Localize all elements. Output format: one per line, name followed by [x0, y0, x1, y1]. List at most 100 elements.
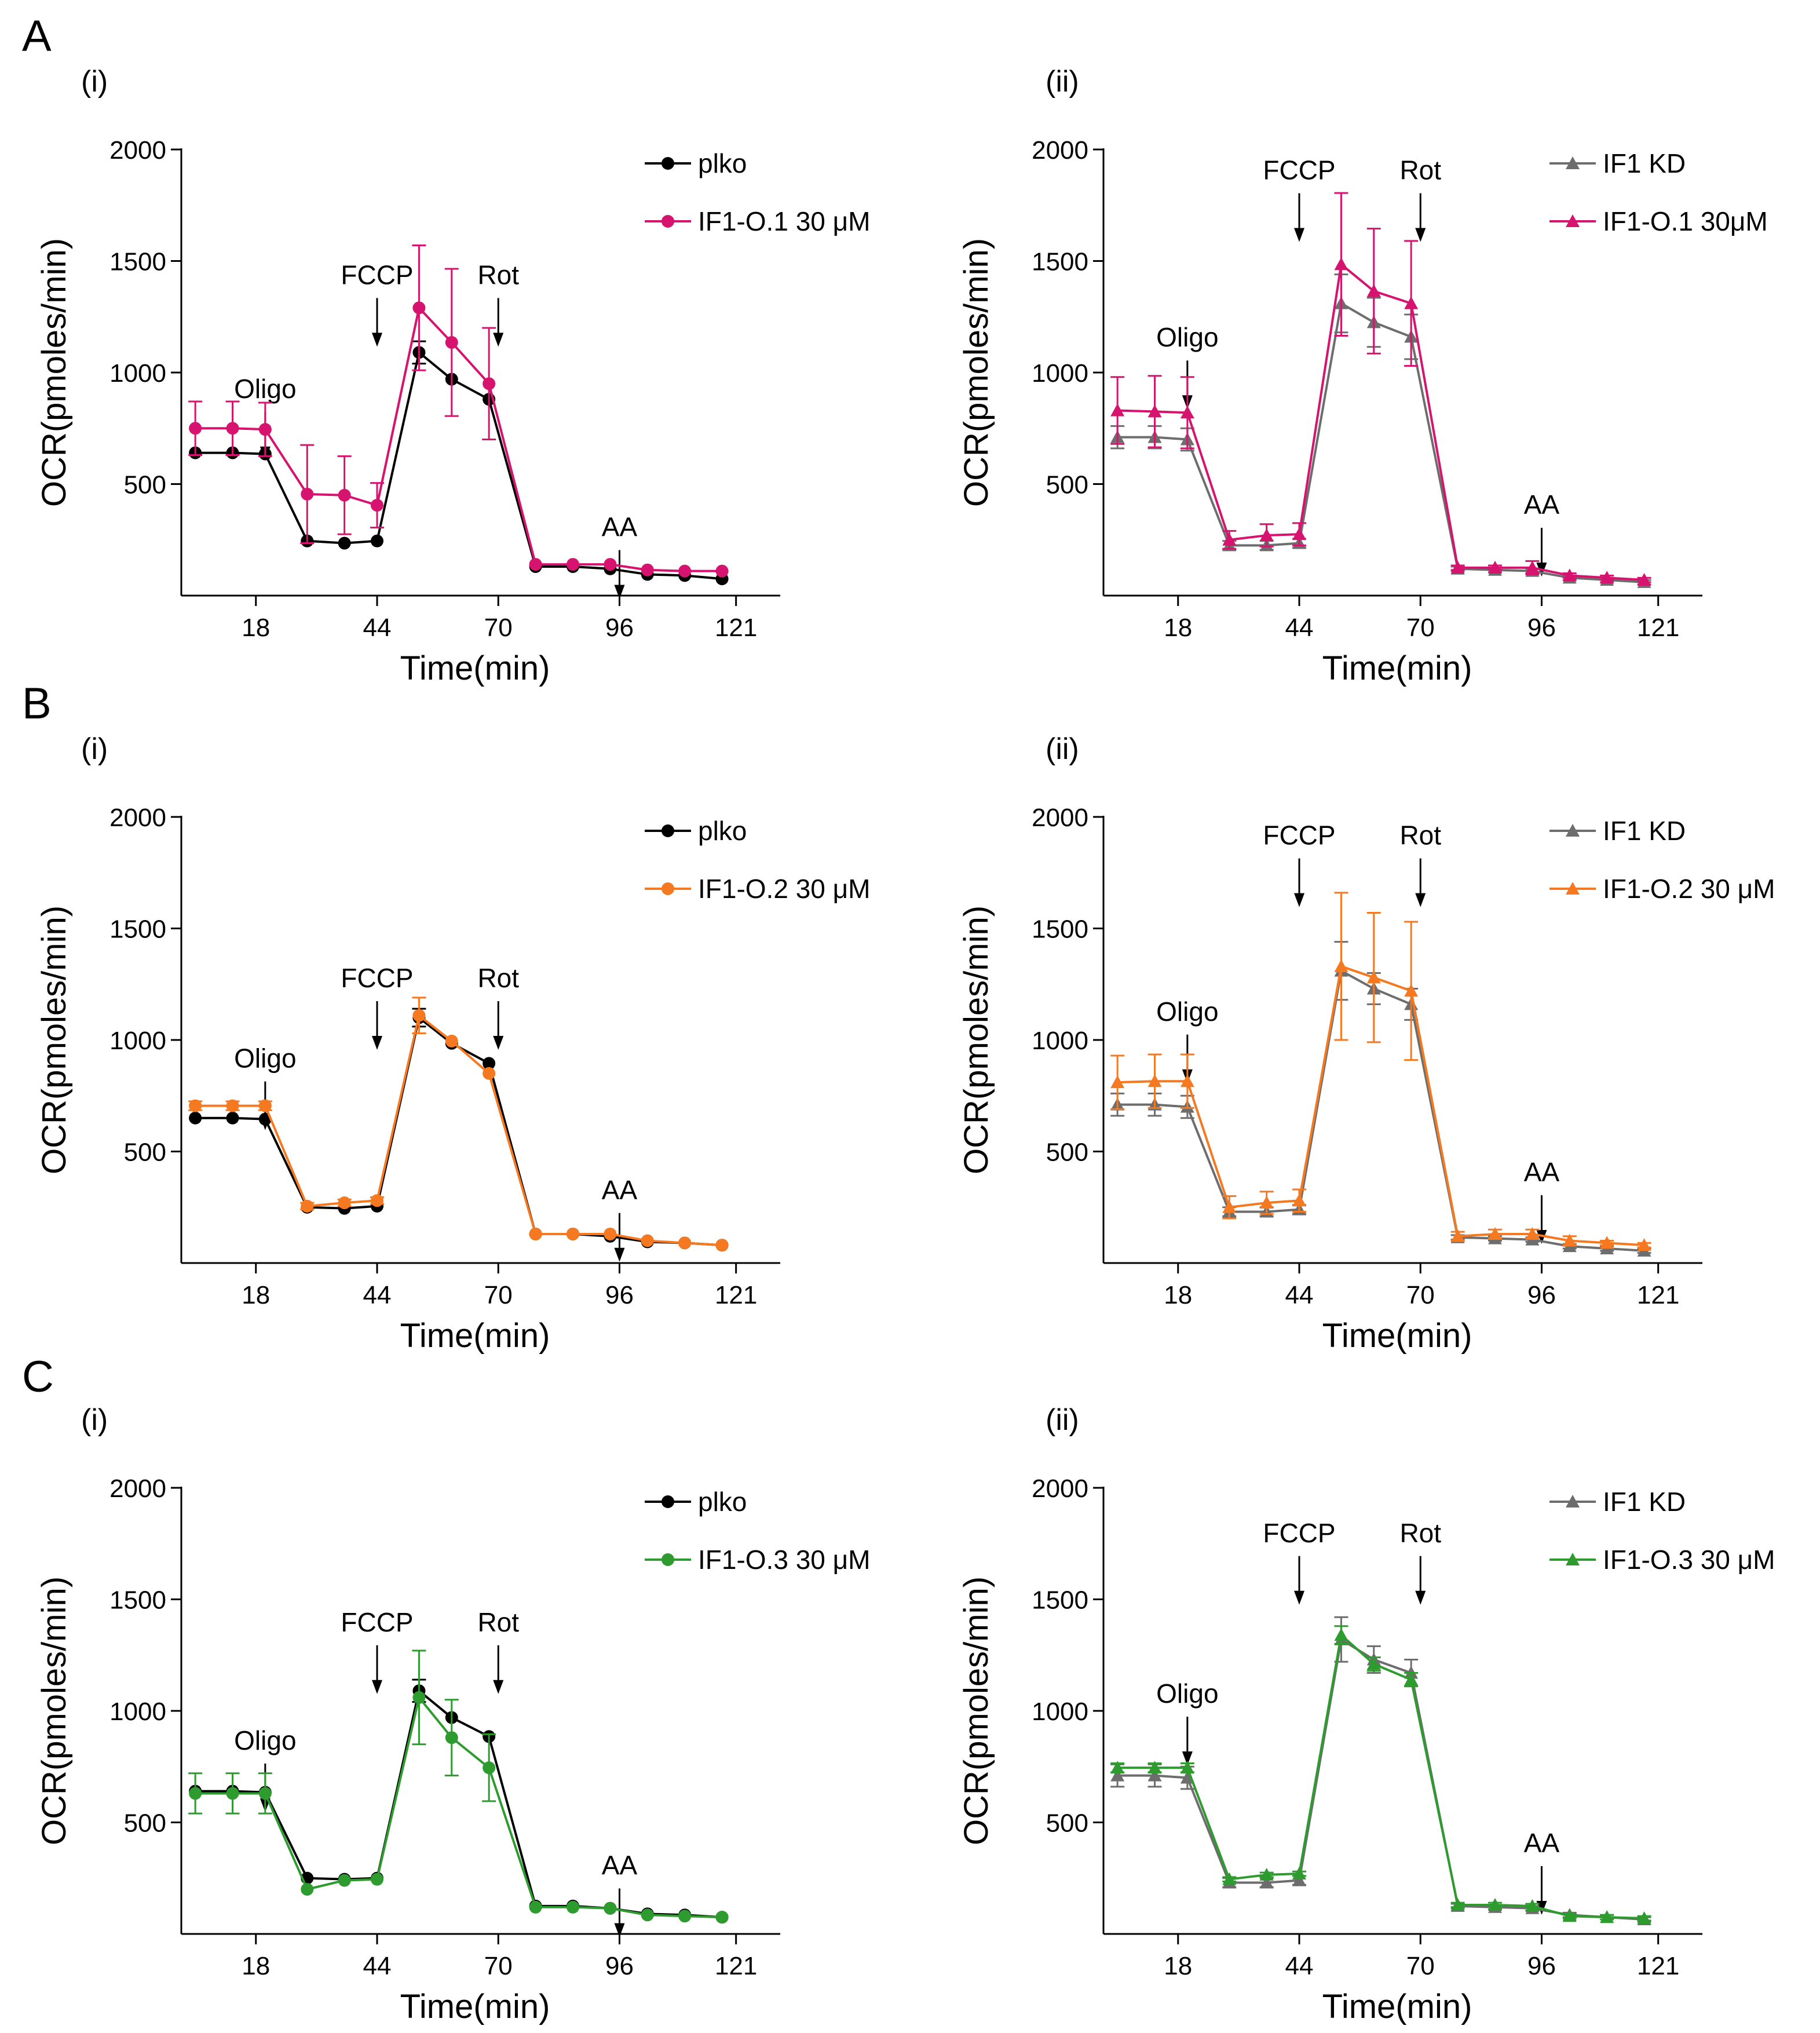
annotation-arrow-head	[1415, 1590, 1426, 1605]
x-tick-label: 70	[1406, 1952, 1435, 1980]
annotation-label: Oligo	[1156, 322, 1218, 352]
data-point	[715, 1239, 729, 1252]
data-point	[1600, 1236, 1614, 1249]
data-point	[1222, 532, 1237, 546]
legend-entry: plko	[645, 148, 747, 178]
data-point	[641, 1908, 654, 1922]
annotation-arrow-head	[372, 333, 382, 347]
series-1	[188, 244, 729, 578]
annotation-fccp: FCCP	[341, 260, 414, 347]
x-tick-label: 121	[715, 1952, 757, 1980]
data-point	[189, 1099, 202, 1112]
series-1	[188, 1649, 729, 1924]
legend-marker	[1566, 1495, 1580, 1508]
legend-entry: IF1-O.3 30 μM	[645, 1545, 870, 1575]
annotation-rot: Rot	[1399, 155, 1441, 242]
legend-label: IF1 KD	[1603, 816, 1686, 846]
data-point	[301, 487, 314, 501]
panel-letter: C	[22, 1352, 54, 1401]
data-point	[1292, 1193, 1306, 1207]
data-point	[529, 558, 542, 571]
x-axis-label: Time(min)	[1322, 1988, 1472, 2025]
data-point	[1450, 560, 1465, 574]
data-point	[1259, 1875, 1274, 1889]
annotation-arrow-head	[1182, 1751, 1193, 1765]
chart-B-i: B (i) 500 1000 1500 2000 18 44 70 96 121 Time(min) O…	[22, 679, 870, 1355]
data-point	[1147, 404, 1162, 418]
data-point	[338, 1874, 351, 1887]
annotation-label: FCCP	[341, 1607, 413, 1637]
x-tick-label: 96	[605, 1281, 634, 1309]
data-point	[1180, 1761, 1194, 1774]
data-point	[678, 1236, 692, 1250]
legend-entry: IF1 KD	[1549, 148, 1686, 178]
annotation-label: Oligo	[234, 374, 296, 404]
annotation-arrow-head	[1294, 893, 1304, 907]
data-point	[1222, 1872, 1237, 1885]
annotation-arrow-head	[372, 1680, 382, 1694]
annotation-fccp: FCCP	[1263, 155, 1336, 242]
annotation-label: Rot	[477, 1607, 519, 1637]
data-point	[1404, 984, 1419, 997]
y-tick-label: 1000	[109, 1698, 166, 1726]
x-axis-label: Time(min)	[1322, 1317, 1472, 1355]
legend-marker	[662, 824, 674, 837]
data-point	[1637, 1238, 1651, 1251]
data-point	[715, 1911, 729, 1924]
x-tick-label: 18	[242, 1281, 270, 1309]
annotation-arrow-head	[493, 1680, 504, 1694]
x-tick-label: 18	[1164, 614, 1192, 642]
chart-A-i: A (i) 500 1000 1500 2000 18 44 70 96 121 Time(min) O…	[22, 12, 870, 687]
y-tick-label: 500	[124, 471, 166, 499]
data-point	[567, 1900, 579, 1914]
data-point	[678, 564, 692, 578]
y-axis-label: OCR(pmoles/min)	[957, 906, 995, 1174]
data-point	[445, 1731, 458, 1744]
x-tick-label: 70	[1406, 614, 1435, 642]
y-tick-label: 1500	[1032, 1586, 1088, 1615]
data-point	[301, 1883, 314, 1896]
data-point	[1488, 1897, 1502, 1911]
annotation-fccp: FCCP	[1263, 820, 1336, 907]
annotation-arrow-head	[1294, 228, 1304, 242]
annotation-label: FCCP	[341, 963, 413, 993]
data-point	[1292, 1867, 1306, 1880]
y-tick-label: 2000	[1032, 136, 1088, 165]
data-point	[189, 1111, 202, 1125]
x-tick-label: 44	[1285, 614, 1314, 642]
annotation-label: AA	[1524, 1828, 1560, 1858]
y-tick-label: 2000	[1032, 1474, 1088, 1503]
data-point	[371, 1194, 383, 1207]
data-point	[1334, 1628, 1348, 1641]
sub-label: (ii)	[1046, 1403, 1079, 1437]
x-tick-label: 18	[1164, 1281, 1192, 1309]
series-1	[1110, 892, 1651, 1251]
series-0	[1110, 273, 1651, 588]
data-point	[1525, 560, 1540, 574]
annotation-fccp: FCCP	[341, 1607, 414, 1694]
data-point	[338, 536, 351, 550]
data-point	[1292, 527, 1306, 541]
chart-A-ii: (ii) 500 1000 1500 2000 18 44 70 96 121 Time(min) O…	[957, 65, 1768, 687]
data-point	[1222, 1200, 1237, 1213]
data-point	[483, 377, 496, 390]
x-tick-label: 96	[1527, 1281, 1556, 1309]
charts-layer: A (i) 500 1000 1500 2000 18 44 70 96 121 Time(min) O…	[22, 12, 1775, 2025]
x-tick-label: 121	[715, 1281, 757, 1309]
x-tick-label: 70	[1406, 1281, 1435, 1309]
legend-label: IF1-O.2 30 μM	[1603, 874, 1775, 904]
x-tick-label: 121	[1637, 1281, 1679, 1309]
legend-label: IF1-O.3 30 μM	[1603, 1545, 1775, 1575]
legend-entry: IF1-O.1 30μM	[1549, 206, 1768, 236]
y-tick-label: 1500	[109, 915, 166, 944]
y-tick-label: 500	[1046, 1809, 1088, 1838]
data-point	[412, 301, 426, 315]
data-point	[1259, 1196, 1274, 1209]
annotation-aa: AA	[1524, 490, 1559, 576]
data-point	[483, 1057, 496, 1070]
legend-entry: plko	[645, 1487, 747, 1517]
y-tick-label: 1000	[109, 1027, 166, 1055]
y-tick-label: 1000	[1032, 1698, 1088, 1726]
series-1	[1110, 192, 1651, 586]
panel-letter: A	[22, 12, 52, 61]
